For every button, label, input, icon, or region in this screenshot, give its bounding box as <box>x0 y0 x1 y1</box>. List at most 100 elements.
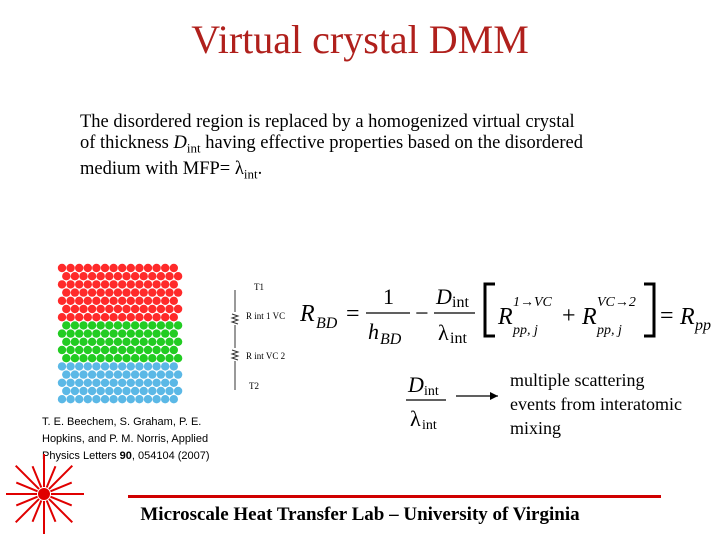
eq-d: D <box>435 284 452 309</box>
d-over-lambda-svg: D int λ int <box>406 372 498 433</box>
atom <box>70 337 80 346</box>
atom <box>139 354 148 363</box>
atom <box>66 345 75 355</box>
atom <box>100 329 110 338</box>
atom <box>169 280 178 289</box>
atom <box>57 329 67 338</box>
description-line-3-pre: medium with MFP= <box>80 158 235 179</box>
atom <box>79 288 88 297</box>
atom-grid <box>57 263 183 404</box>
atom <box>70 321 80 330</box>
citation: T. E. Beechem, S. Graham, P. E. Hopkins,… <box>42 414 262 465</box>
atom <box>161 313 170 322</box>
atom <box>161 362 170 371</box>
burst-ray <box>45 500 57 523</box>
atom <box>105 370 114 379</box>
atom <box>143 296 153 305</box>
atom <box>66 296 75 305</box>
atom <box>75 280 84 289</box>
atom <box>130 370 140 379</box>
atom <box>87 288 97 297</box>
atom <box>130 386 140 396</box>
atom <box>148 321 157 330</box>
atom <box>152 263 161 273</box>
atom <box>100 345 110 355</box>
atom <box>70 354 80 363</box>
atom <box>173 386 183 396</box>
atom <box>75 296 84 305</box>
atom <box>79 321 88 330</box>
atom <box>92 362 101 371</box>
eq-one: 1 <box>383 284 394 309</box>
eq-r2-sub: pp, j <box>596 323 622 338</box>
atom <box>165 304 174 314</box>
atom <box>75 362 84 371</box>
burst-center <box>38 488 50 500</box>
atom <box>105 288 114 297</box>
atom <box>109 345 118 355</box>
atom <box>87 354 97 363</box>
atom <box>139 321 148 330</box>
note-line-1: multiple scattering <box>510 370 645 390</box>
atom <box>75 263 84 273</box>
atom <box>135 362 144 371</box>
d-over-lambda-fraction: D int λ int <box>398 364 510 441</box>
atom <box>66 378 75 387</box>
atom <box>165 288 174 297</box>
atom <box>156 272 166 281</box>
atom <box>118 296 127 305</box>
atom <box>122 354 131 363</box>
atom <box>156 304 166 314</box>
atom <box>122 304 131 314</box>
description-line-3-end: . <box>257 158 263 179</box>
atom <box>105 354 114 363</box>
symbol-lambda: λ <box>234 158 244 179</box>
atom <box>79 272 88 281</box>
atom <box>79 370 88 379</box>
atom <box>75 378 84 387</box>
atom <box>57 362 67 371</box>
eq-r2-sup: VC→2 <box>597 295 636 310</box>
atom <box>118 345 127 355</box>
atom <box>143 263 153 273</box>
atom <box>66 263 75 273</box>
burst-ray <box>50 481 73 493</box>
atom <box>165 321 174 330</box>
atom <box>57 378 67 387</box>
atom <box>66 362 75 371</box>
atom <box>173 288 183 297</box>
atom <box>75 395 84 404</box>
atom <box>152 313 161 322</box>
atom <box>143 362 153 371</box>
atom <box>96 370 105 379</box>
atom <box>66 395 75 404</box>
label-r-int-1-vc: R int 1 VC <box>246 311 285 321</box>
atom <box>66 280 75 289</box>
atom <box>83 296 92 305</box>
atom <box>161 329 170 338</box>
atom <box>161 263 170 273</box>
symbol-lambda-subscript: int <box>243 166 258 182</box>
atom <box>169 329 178 338</box>
atom <box>148 272 157 281</box>
atom <box>66 313 75 322</box>
atom <box>83 345 92 355</box>
atom <box>139 272 148 281</box>
burst-ray <box>48 498 73 523</box>
atom <box>92 280 101 289</box>
atom <box>126 280 135 289</box>
eq-minus: − <box>415 301 429 327</box>
description-line-1: The disordered region is replaced by a h… <box>80 112 575 132</box>
laser-burst-logo <box>4 448 106 543</box>
atom <box>62 272 71 281</box>
citation-pages: , 054104 (2007) <box>131 450 210 462</box>
description-line-2: of thickness Dint having effective prope… <box>80 133 650 159</box>
atom <box>109 378 118 387</box>
atom <box>100 263 110 273</box>
atom <box>87 272 97 281</box>
atom <box>135 345 144 355</box>
atom <box>75 329 84 338</box>
atom <box>173 370 183 379</box>
atom <box>70 304 80 314</box>
atom <box>96 304 105 314</box>
